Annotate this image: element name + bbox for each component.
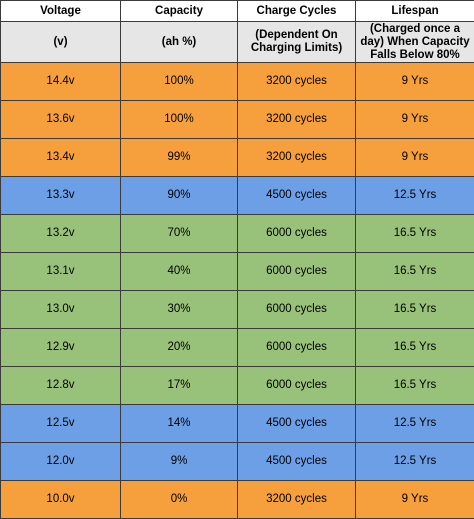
charge-cycles-cell: 4500 cycles xyxy=(238,443,356,481)
subheader-capacity: (ah %) xyxy=(121,22,238,63)
lifespan-cell: 12.5 Yrs xyxy=(356,405,474,443)
charge-cycles-cell: 3200 cycles xyxy=(238,63,356,101)
voltage-cell: 13.2v xyxy=(1,215,121,253)
lifespan-cell: 9 Yrs xyxy=(356,101,474,139)
lifespan-cell: 9 Yrs xyxy=(356,481,474,519)
charge-cycles-cell: 3200 cycles xyxy=(238,139,356,177)
voltage-cell: 12.0v xyxy=(1,443,121,481)
subheader-charge-cycles: (Dependent On Charging Limits) xyxy=(238,22,356,63)
header-charge-cycles: Charge Cycles xyxy=(238,1,356,22)
capacity-cell: 9% xyxy=(121,443,238,481)
charge-cycles-cell: 6000 cycles xyxy=(238,291,356,329)
lifespan-cell: 16.5 Yrs xyxy=(356,367,474,405)
capacity-cell: 17% xyxy=(121,367,238,405)
lifespan-cell: 16.5 Yrs xyxy=(356,253,474,291)
subheader-voltage: (v) xyxy=(1,22,121,63)
charge-cycles-cell: 3200 cycles xyxy=(238,481,356,519)
voltage-cell: 13.1v xyxy=(1,253,121,291)
charge-cycles-cell: 6000 cycles xyxy=(238,215,356,253)
voltage-cell: 14.4v xyxy=(1,63,121,101)
lifespan-cell: 16.5 Yrs xyxy=(356,291,474,329)
voltage-cell: 12.9v xyxy=(1,329,121,367)
capacity-cell: 14% xyxy=(121,405,238,443)
lifespan-cell: 9 Yrs xyxy=(356,63,474,101)
lifespan-cell: 16.5 Yrs xyxy=(356,329,474,367)
capacity-cell: 0% xyxy=(121,481,238,519)
lifespan-cell: 12.5 Yrs xyxy=(356,443,474,481)
header-subtitle-row: (v) (ah %) (Dependent On Charging Limits… xyxy=(1,22,474,63)
charge-cycles-cell: 6000 cycles xyxy=(238,367,356,405)
lifespan-cell: 9 Yrs xyxy=(356,139,474,177)
header-lifespan: Lifespan xyxy=(356,1,474,22)
header-capacity: Capacity xyxy=(121,1,238,22)
header-voltage: Voltage xyxy=(1,1,121,22)
header-title-row: Voltage Capacity Charge Cycles Lifespan xyxy=(1,1,474,22)
capacity-cell: 100% xyxy=(121,101,238,139)
capacity-cell: 100% xyxy=(121,63,238,101)
capacity-cell: 20% xyxy=(121,329,238,367)
table-header: Voltage Capacity Charge Cycles Lifespan … xyxy=(1,1,474,63)
voltage-cell: 13.6v xyxy=(1,101,121,139)
charge-cycles-cell: 6000 cycles xyxy=(238,329,356,367)
charge-cycles-cell: 6000 cycles xyxy=(238,253,356,291)
capacity-cell: 99% xyxy=(121,139,238,177)
charge-cycles-cell: 3200 cycles xyxy=(238,101,356,139)
voltage-cell: 13.3v xyxy=(1,177,121,215)
lifespan-cell: 12.5 Yrs xyxy=(356,177,474,215)
voltage-cell: 10.0v xyxy=(1,481,121,519)
charge-cycles-cell: 4500 cycles xyxy=(238,405,356,443)
lifespan-cell: 16.5 Yrs xyxy=(356,215,474,253)
voltage-cell: 13.4v xyxy=(1,139,121,177)
capacity-cell: 70% xyxy=(121,215,238,253)
subheader-lifespan: (Charged once a day) When Capacity Falls… xyxy=(356,22,474,63)
capacity-cell: 30% xyxy=(121,291,238,329)
capacity-cell: 40% xyxy=(121,253,238,291)
voltage-cell: 12.5v xyxy=(1,405,121,443)
voltage-cell: 12.8v xyxy=(1,367,121,405)
charge-cycles-cell: 4500 cycles xyxy=(238,177,356,215)
capacity-cell: 90% xyxy=(121,177,238,215)
voltage-cell: 13.0v xyxy=(1,291,121,329)
